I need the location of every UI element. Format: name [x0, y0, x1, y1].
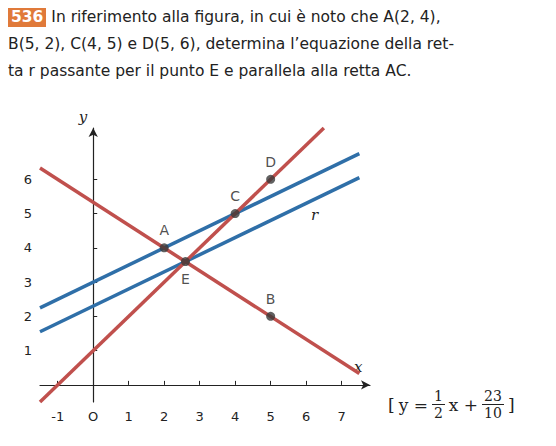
svg-text:E: E: [181, 271, 190, 287]
svg-text:4: 4: [24, 240, 32, 255]
svg-text:7: 7: [337, 409, 345, 424]
svg-text:r: r: [311, 206, 319, 224]
svg-text:B: B: [266, 291, 276, 307]
html-text:In riferimento alla figura, in: In riferimento alla figura, in cui è not…: [51, 8, 441, 26]
html-text:536: 536: [11, 8, 44, 26]
html-text:10 ]: 10 ]: [484, 394, 515, 421]
svg-text:3: 3: [196, 409, 204, 424]
html-text:B(5, 2), C(4, 5) e D(5, 6), de: B(5, 2), C(4, 5) e D(5, 6), determina l’…: [8, 35, 454, 53]
svg-text:1: 1: [24, 343, 32, 358]
svg-text:D: D: [265, 154, 276, 170]
svg-text:O: O: [88, 409, 98, 424]
svg-text:5: 5: [24, 206, 32, 221]
svg-text:4: 4: [231, 409, 239, 424]
html-text:ta r passante per il punto E e: ta r passante per il punto E e parallela…: [8, 62, 412, 80]
svg-text:C: C: [230, 188, 240, 204]
html-text:2 x + 23: 2 x + 23: [433, 388, 502, 421]
svg-text:2: 2: [160, 409, 168, 424]
svg-text:5: 5: [267, 409, 275, 424]
svg-text:2: 2: [24, 309, 32, 324]
svg-text:y: y: [78, 108, 88, 126]
svg-text:6: 6: [24, 172, 32, 187]
svg-text:-1: -1: [51, 409, 64, 424]
html-text:[ y = 1: [ y = 1: [388, 388, 443, 415]
svg-text:A: A: [159, 222, 169, 238]
svg-text:1: 1: [125, 409, 133, 424]
svg-text:x: x: [354, 358, 363, 377]
svg-text:6: 6: [302, 409, 310, 424]
svg-text:3: 3: [24, 275, 32, 290]
